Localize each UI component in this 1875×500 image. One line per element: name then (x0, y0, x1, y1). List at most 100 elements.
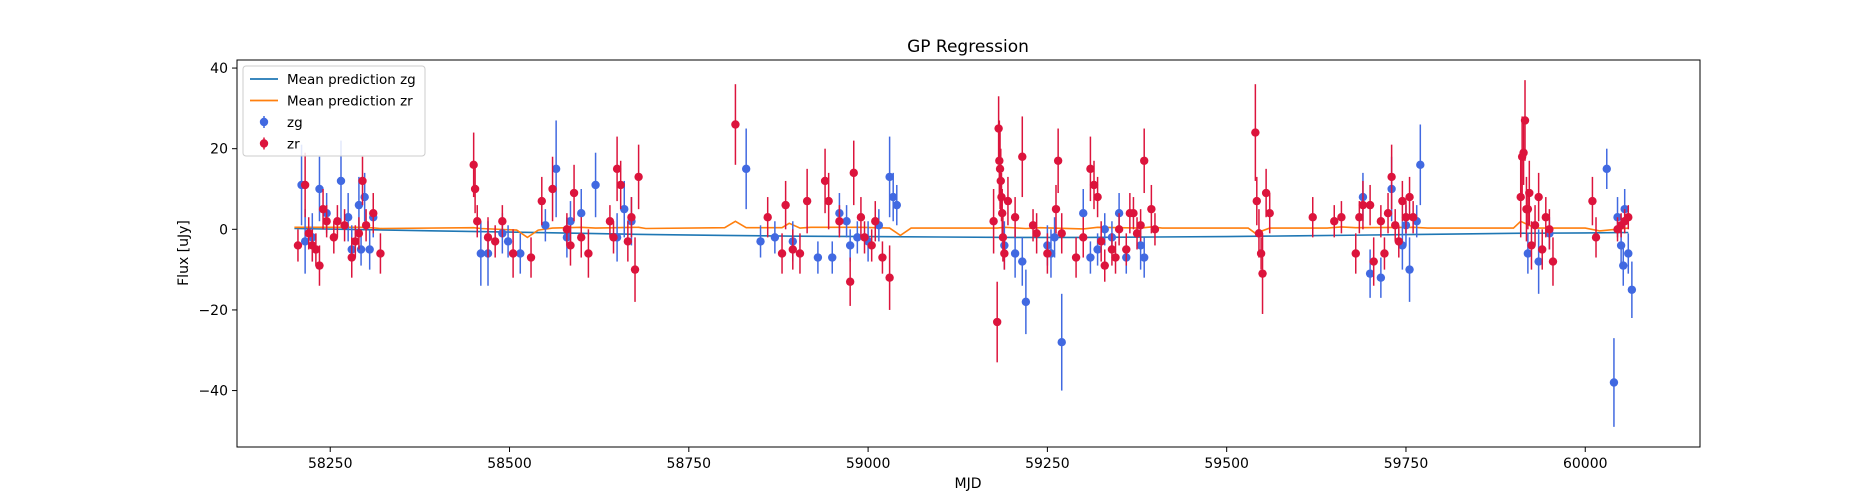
marker (577, 233, 586, 242)
x-tick-label: 60000 (1563, 456, 1608, 472)
data-point-zr (992, 281, 1002, 363)
marker (483, 233, 493, 242)
marker (318, 204, 328, 214)
marker (1365, 200, 1375, 210)
data-point-zg (756, 225, 765, 258)
x-tick-label: 58750 (667, 456, 712, 472)
marker (1408, 213, 1418, 222)
data-point-zr (1003, 176, 1013, 226)
data-point-zr (1376, 205, 1386, 238)
data-point-zr (369, 193, 378, 234)
data-point-zg (853, 221, 862, 254)
marker (1337, 213, 1346, 222)
data-point-zg (813, 241, 823, 274)
plot-frame (236, 59, 1701, 448)
data-point-zg (1534, 229, 1543, 294)
marker (591, 180, 600, 190)
marker (1053, 156, 1063, 165)
marker (1351, 249, 1360, 258)
marker (605, 217, 615, 226)
data-point-zr (1032, 213, 1041, 254)
data-point-zr (1256, 237, 1266, 270)
marker (516, 249, 525, 258)
data-point-zg (845, 229, 855, 262)
marker (1602, 164, 1611, 174)
mean-prediction-line-zg (294, 227, 1629, 239)
y-axis-label: Flux [uJy] (176, 220, 192, 286)
marker (763, 213, 772, 222)
marker (1150, 225, 1160, 234)
data-point-zg (828, 241, 837, 274)
data-point-zr (1071, 237, 1081, 278)
marker (361, 221, 371, 230)
marker (1147, 204, 1156, 214)
marker (329, 233, 339, 242)
data-point-zr (1132, 217, 1142, 250)
marker (376, 249, 385, 258)
data-point-zr (1337, 201, 1346, 234)
marker (551, 164, 561, 174)
marker (562, 225, 572, 234)
data-point-zr (878, 241, 887, 274)
marker (1258, 269, 1267, 278)
data-point-zr (627, 197, 636, 238)
marker (1050, 233, 1059, 242)
data-point-zr (1136, 209, 1145, 242)
marker (1129, 208, 1138, 218)
marker (1624, 213, 1633, 222)
data-point-zr (315, 245, 324, 286)
marker (630, 265, 640, 274)
marker (1534, 192, 1543, 202)
data-point-zg (356, 233, 366, 266)
data-point-zr (1365, 184, 1375, 226)
marker (741, 164, 751, 174)
marker (1538, 245, 1547, 254)
marker (867, 241, 876, 250)
data-point-zg (770, 221, 780, 254)
data-point-zr (361, 209, 371, 242)
marker (343, 213, 353, 222)
data-point-zr (763, 197, 772, 238)
data-point-zr (1545, 209, 1554, 250)
legend-entry-zg: zg (259, 115, 303, 131)
marker (885, 172, 894, 182)
marker (845, 277, 855, 286)
y-tick-label: 20 (210, 142, 228, 158)
data-point-zr (1591, 217, 1601, 258)
data-point-zr (781, 180, 790, 230)
data-point-zr (1018, 116, 1027, 198)
data-point-zr (1251, 84, 1260, 181)
data-point-zr (835, 205, 844, 238)
marker (1380, 249, 1389, 258)
x-tick-label: 59000 (846, 456, 891, 472)
chart-title: GP Regression (907, 37, 1029, 57)
data-point-zg (1523, 233, 1533, 274)
data-point-zr (609, 221, 618, 254)
marker (1525, 188, 1534, 198)
data-point-zg (1140, 237, 1149, 278)
marker (566, 217, 575, 226)
y-axis: −40 −20 0 20 40 (198, 61, 237, 400)
data-point-zr (1096, 221, 1106, 262)
data-point-zr (1530, 205, 1540, 246)
data-point-zr (329, 221, 339, 254)
data-point-zr (376, 233, 385, 274)
data-point-zr (1100, 249, 1109, 282)
data-point-zr (347, 237, 356, 278)
mean-prediction-line-zr (294, 220, 1629, 239)
data-point-zg (1619, 245, 1628, 286)
marker (311, 245, 321, 254)
data-point-zr (358, 156, 367, 206)
data-point-zg (1057, 293, 1066, 391)
data-point-zr (340, 209, 349, 242)
data-point-zr (351, 225, 360, 258)
data-point-zr (1129, 197, 1138, 230)
data-point-zg (1624, 233, 1633, 274)
data-point-zg (1018, 237, 1027, 286)
data-point-zr (1588, 176, 1597, 226)
data-point-zr (569, 164, 579, 222)
marker (340, 221, 349, 230)
data-point-zr (1351, 233, 1360, 274)
data-point-zr (1107, 233, 1117, 266)
data-point-zr (1122, 233, 1131, 266)
